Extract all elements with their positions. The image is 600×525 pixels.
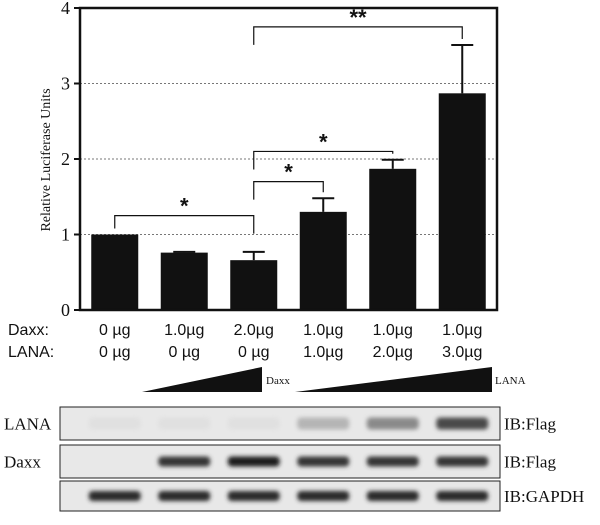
lana-wedge <box>295 367 492 392</box>
blot-band <box>88 417 141 430</box>
bar-1 <box>91 234 139 310</box>
y-tick-label: 0 <box>61 300 70 320</box>
significance-label-4: ** <box>349 5 367 30</box>
y-axis-label: Relative Luciferase Units <box>39 88 54 231</box>
blot-band <box>227 491 280 501</box>
blot-band <box>227 417 280 430</box>
blot-band <box>227 456 280 467</box>
significance-label-3: * <box>319 129 328 154</box>
condition-table: Daxx: 0 µg 1.0µg 2.0µg 1.0µg 1.0µg 1.0µg LANA: 0… <box>8 322 482 361</box>
blot-right-label: IB:Flag <box>504 415 556 434</box>
condition-value: 0 µg <box>238 344 269 361</box>
blot-band <box>297 491 350 501</box>
y-tick-label: 1 <box>61 225 70 245</box>
condition-value: 1.0µg <box>303 322 343 339</box>
condition-label: LANA: <box>8 344 54 361</box>
condition-value: 1.0µg <box>442 322 482 339</box>
blot-panel-2 <box>59 444 501 479</box>
condition-value: 0 µg <box>99 322 130 339</box>
dose-wedges: Daxx LANA <box>142 367 526 392</box>
blot-left-label: LANA <box>4 415 52 434</box>
significance-bracket-3 <box>253 150 394 170</box>
significance-label-2: * <box>284 160 293 185</box>
blot-band <box>158 491 211 501</box>
y-tick-label: 3 <box>61 74 70 94</box>
blot-band <box>297 417 350 430</box>
significance-bracket-4 <box>253 26 463 45</box>
significance-bracket-1 <box>114 215 255 234</box>
blot-band <box>366 417 419 430</box>
significance-label-1: * <box>180 194 189 219</box>
condition-value: 1.0µg <box>164 322 204 339</box>
blot-band <box>366 456 419 467</box>
significance-bracket-2 <box>253 181 324 200</box>
blot-band <box>436 456 489 467</box>
blot-right-label: IB:Flag <box>504 453 556 472</box>
blot-left-label: Daxx <box>4 453 41 472</box>
daxx-wedge-label: Daxx <box>266 375 290 387</box>
blot-panel-3 <box>59 480 501 512</box>
blot-band <box>366 491 419 501</box>
bar-4 <box>299 211 347 310</box>
blot-band <box>436 417 489 430</box>
y-tick-label: 2 <box>61 149 70 169</box>
condition-value: 0 µg <box>169 344 200 361</box>
condition-value: 3.0µg <box>442 344 482 361</box>
blot-band <box>158 456 211 467</box>
condition-value: 2.0µg <box>234 322 274 339</box>
bar-2 <box>160 252 208 310</box>
condition-value: 2.0µg <box>373 344 413 361</box>
bar-6 <box>438 93 486 310</box>
blot-band <box>88 491 141 501</box>
bar-5 <box>369 168 417 310</box>
bar-3 <box>230 260 278 310</box>
condition-value: 1.0µg <box>303 344 343 361</box>
y-tick-label: 4 <box>61 0 70 18</box>
blot-right-label: IB:GAPDH <box>504 487 584 506</box>
blot-band <box>436 491 489 501</box>
lana-wedge-label: LANA <box>495 375 526 387</box>
blot-band <box>158 417 211 430</box>
blot-band <box>297 456 350 467</box>
condition-value: 1.0µg <box>373 322 413 339</box>
condition-value: 0 µg <box>99 344 130 361</box>
condition-label: Daxx: <box>8 322 49 339</box>
daxx-wedge <box>142 367 262 392</box>
western-blots: LANA IB:Flag Daxx IB:Flag IB:GAPDH <box>4 406 584 512</box>
